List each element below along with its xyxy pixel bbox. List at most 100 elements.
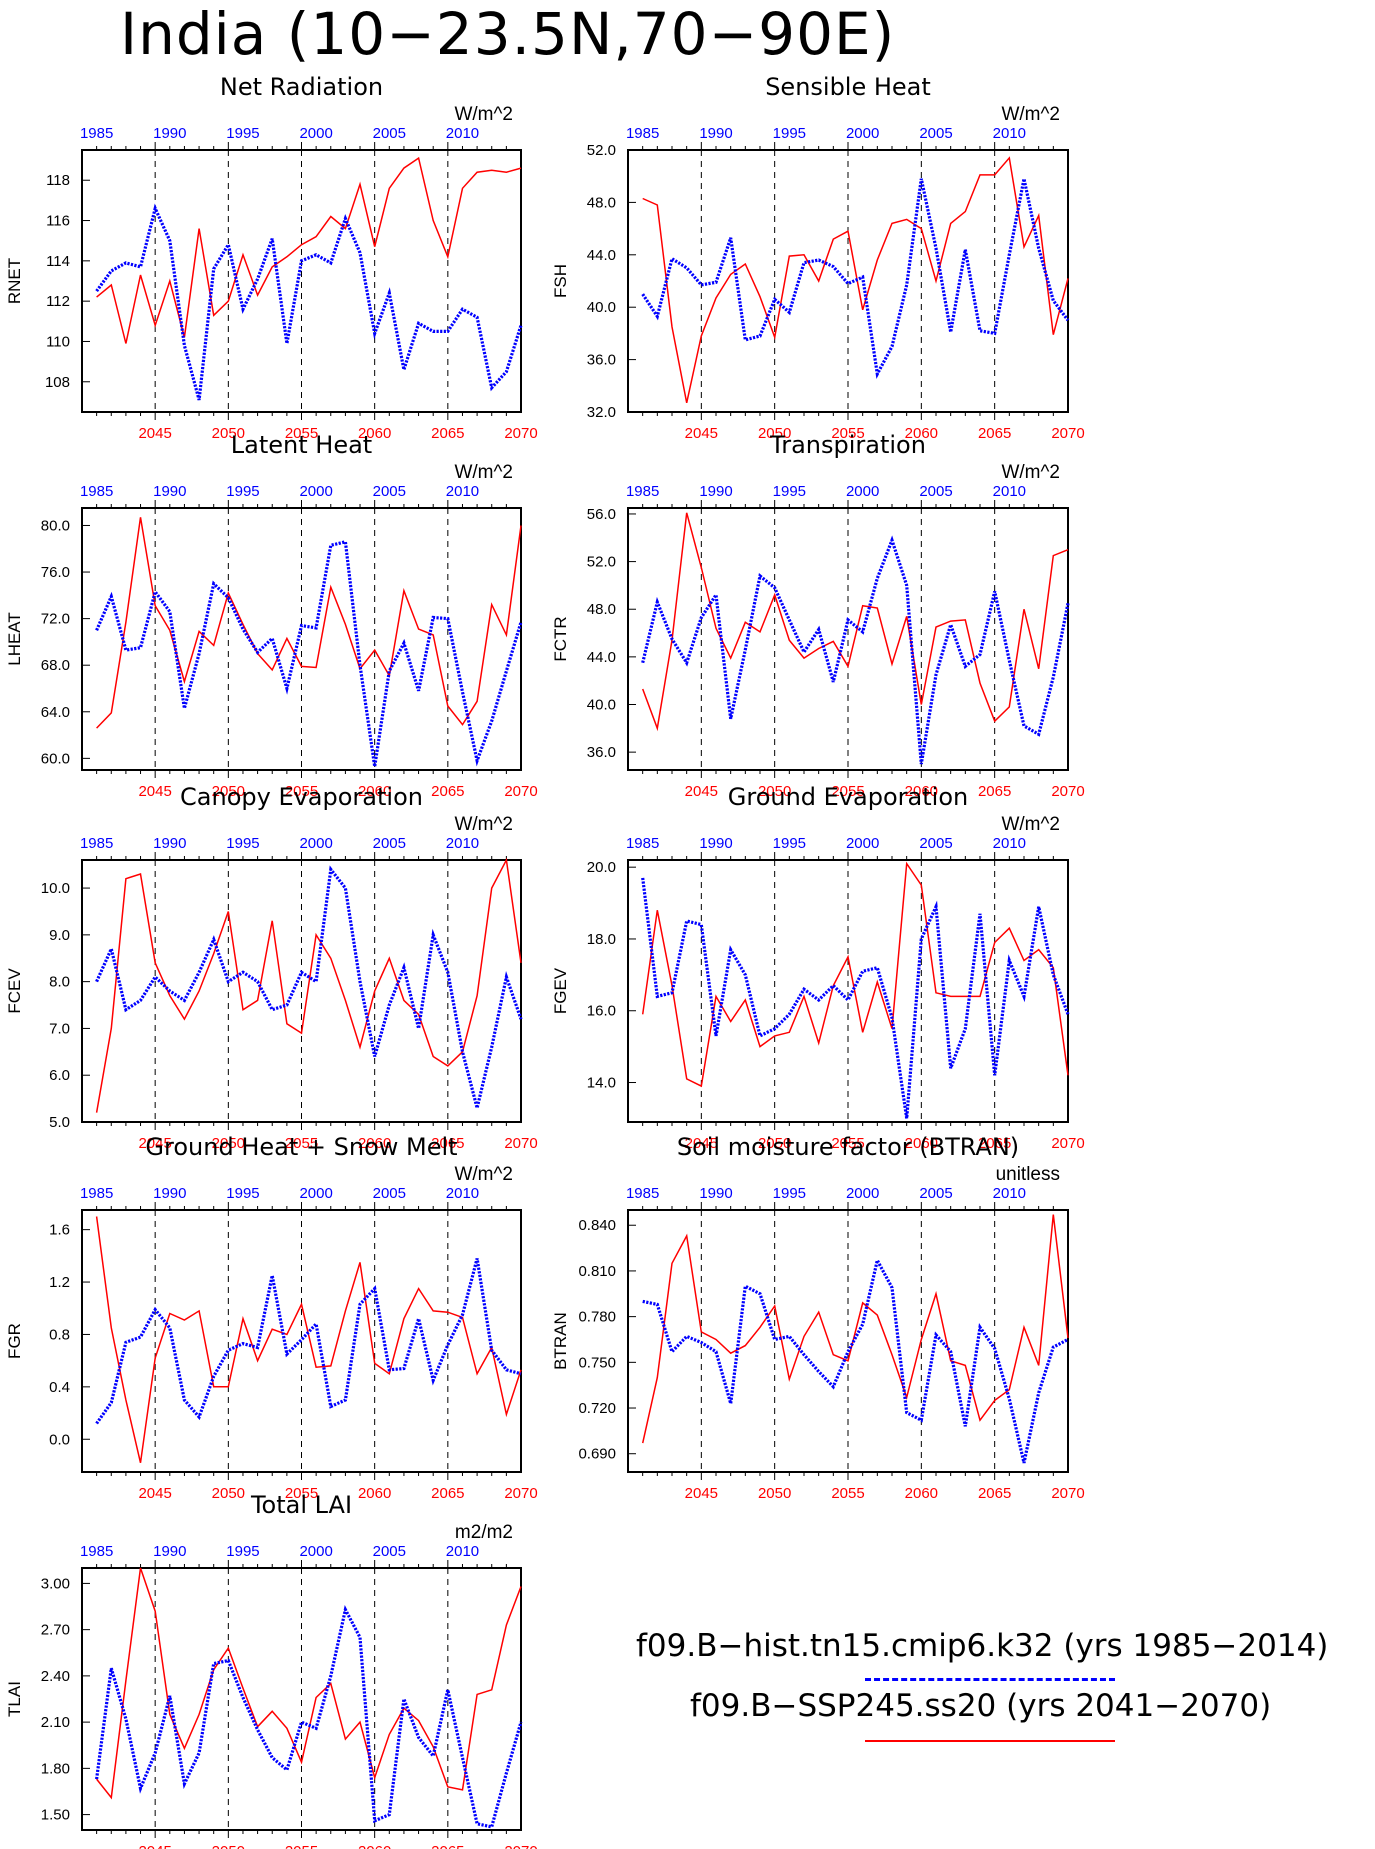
x-bottom-tick-label: 2050 bbox=[212, 783, 245, 800]
page-title: India (10−23.5N,70−90E) bbox=[120, 0, 896, 68]
x-top-tick-label: 2000 bbox=[846, 483, 879, 500]
y-tick-label: 0.4 bbox=[49, 1379, 70, 1396]
x-bottom-tick-label: 2070 bbox=[504, 783, 537, 800]
x-top-tick-label: 1990 bbox=[153, 1543, 186, 1560]
chart-title: Soil moisture factor (BTRAN) bbox=[677, 1133, 1019, 1161]
x-top-tick-label: 1995 bbox=[226, 483, 259, 500]
x-top-tick-label: 1990 bbox=[699, 1185, 732, 1202]
units-label: W/m^2 bbox=[454, 814, 513, 835]
x-top-tick-label: 2000 bbox=[846, 125, 879, 142]
y-axis-label: TLAI bbox=[5, 1681, 24, 1717]
x-top-tick-label: 1985 bbox=[80, 1543, 113, 1560]
x-top-tick-label: 2010 bbox=[446, 1543, 479, 1560]
x-bottom-tick-label: 2055 bbox=[285, 1485, 318, 1502]
x-bottom-tick-label: 2050 bbox=[212, 425, 245, 442]
x-top-tick-label: 1990 bbox=[699, 835, 732, 852]
x-top-tick-label: 1990 bbox=[699, 125, 732, 142]
chart-title: Transpiration bbox=[769, 431, 926, 459]
x-top-tick-label: 1995 bbox=[773, 835, 806, 852]
x-top-tick-label: 1995 bbox=[226, 1543, 259, 1560]
x-top-tick-label: 2010 bbox=[993, 835, 1026, 852]
x-top-tick-label: 1985 bbox=[626, 483, 659, 500]
chart-title: Ground Heat + Snow Melt bbox=[145, 1133, 457, 1161]
x-bottom-tick-label: 2060 bbox=[905, 1135, 938, 1152]
x-bottom-tick-label: 2050 bbox=[212, 1135, 245, 1152]
series-hist-line bbox=[95, 865, 523, 1109]
chart-title: Sensible Heat bbox=[765, 73, 931, 101]
chart-title: Total LAI bbox=[250, 1491, 352, 1519]
y-tick-label: 1.50 bbox=[41, 1807, 70, 1824]
x-bottom-tick-label: 2045 bbox=[685, 1485, 718, 1502]
x-top-tick-label: 2005 bbox=[919, 835, 952, 852]
y-axis-label: LHEAT bbox=[5, 612, 24, 666]
x-bottom-tick-label: 2045 bbox=[138, 1135, 171, 1152]
series-hist-line bbox=[95, 1604, 523, 1829]
y-tick-label: 114 bbox=[46, 253, 70, 270]
x-bottom-tick-label: 2070 bbox=[1051, 783, 1084, 800]
chart-panel-rnet: Net Radiation W/m^2 RNET 2045 2050 2055 2060 20… bbox=[5, 73, 538, 442]
x-bottom-tick-label: 2065 bbox=[431, 425, 464, 442]
series-ssp-line bbox=[95, 857, 522, 1113]
y-tick-label: 2.70 bbox=[41, 1622, 70, 1639]
x-top-tick-label: 2005 bbox=[373, 835, 406, 852]
x-top-tick-label: 2010 bbox=[993, 125, 1026, 142]
y-tick-label: 1.6 bbox=[49, 1222, 70, 1239]
x-bottom-tick-label: 2055 bbox=[285, 1135, 318, 1152]
series-ssp-line bbox=[96, 517, 522, 729]
y-axis-label: FCEV bbox=[5, 968, 24, 1014]
y-tick-label: 110 bbox=[46, 333, 70, 350]
y-tick-label: 18.0 bbox=[587, 931, 616, 948]
x-bottom-tick-label: 2045 bbox=[138, 1843, 171, 1849]
x-bottom-tick-label: 2050 bbox=[212, 1485, 245, 1502]
x-bottom-tick-label: 2060 bbox=[905, 783, 938, 800]
series-hist-line bbox=[95, 1258, 522, 1425]
y-tick-label: 10.0 bbox=[41, 880, 70, 897]
x-top-tick-label: 1995 bbox=[226, 835, 259, 852]
units-label: W/m^2 bbox=[454, 1164, 513, 1185]
y-tick-label: 16.0 bbox=[587, 1003, 616, 1020]
y-tick-label: 9.0 bbox=[49, 927, 70, 944]
legend-hist-swatch bbox=[865, 1678, 1115, 1681]
units-label: W/m^2 bbox=[454, 104, 513, 125]
series-hist-line bbox=[641, 178, 1070, 380]
chart-panel-btran: Soil moisture factor (BTRAN) unitless BTRA… bbox=[551, 1133, 1085, 1502]
y-tick-label: 68.0 bbox=[41, 657, 70, 674]
series-ssp-line bbox=[642, 156, 1069, 403]
legend-hist-label: f09.B−hist.tn15.cmip6.k32 (yrs 1985−2014… bbox=[636, 1628, 1329, 1664]
y-tick-label: 56.0 bbox=[587, 506, 616, 523]
x-bottom-tick-label: 2055 bbox=[285, 425, 318, 442]
x-bottom-tick-label: 2055 bbox=[831, 1485, 864, 1502]
x-bottom-tick-label: 2050 bbox=[758, 425, 791, 442]
series-ssp-line bbox=[96, 156, 522, 344]
y-tick-label: 112 bbox=[46, 293, 70, 310]
x-top-tick-label: 1985 bbox=[80, 835, 113, 852]
series-ssp-line bbox=[96, 1567, 522, 1800]
series-ssp-line bbox=[641, 512, 1069, 732]
y-axis-label: FSH bbox=[551, 264, 570, 298]
x-top-tick-label: 2010 bbox=[446, 1185, 479, 1202]
legend-ssp-label: f09.B−SSP245.ss20 (yrs 2041−2070) bbox=[690, 1688, 1272, 1724]
y-tick-label: 0.720 bbox=[578, 1400, 616, 1417]
y-tick-label: 1.2 bbox=[49, 1274, 70, 1291]
chart-panel-fctr: Transpiration W/m^2 FCTR 2045 2050 2055 2060 20… bbox=[551, 431, 1085, 800]
x-bottom-tick-label: 2065 bbox=[431, 1843, 464, 1849]
x-top-tick-label: 2000 bbox=[299, 125, 332, 142]
y-tick-label: 1.80 bbox=[41, 1760, 70, 1777]
x-top-tick-label: 2000 bbox=[299, 483, 332, 500]
y-tick-label: 52.0 bbox=[587, 142, 616, 159]
x-top-tick-label: 2000 bbox=[299, 1543, 332, 1560]
y-tick-label: 60.0 bbox=[41, 750, 70, 767]
y-tick-label: 8.0 bbox=[49, 974, 70, 991]
x-bottom-tick-label: 2065 bbox=[978, 783, 1011, 800]
x-top-tick-label: 1985 bbox=[80, 483, 113, 500]
x-bottom-tick-label: 2055 bbox=[285, 783, 318, 800]
y-tick-label: 0.780 bbox=[578, 1309, 616, 1326]
x-top-tick-label: 2005 bbox=[919, 125, 952, 142]
x-bottom-tick-label: 2070 bbox=[1051, 425, 1084, 442]
y-tick-label: 76.0 bbox=[41, 564, 70, 581]
x-top-tick-label: 2010 bbox=[446, 125, 479, 142]
y-tick-label: 0.810 bbox=[578, 1263, 616, 1280]
x-top-tick-label: 1990 bbox=[153, 1185, 186, 1202]
y-tick-label: 20.0 bbox=[587, 859, 616, 876]
